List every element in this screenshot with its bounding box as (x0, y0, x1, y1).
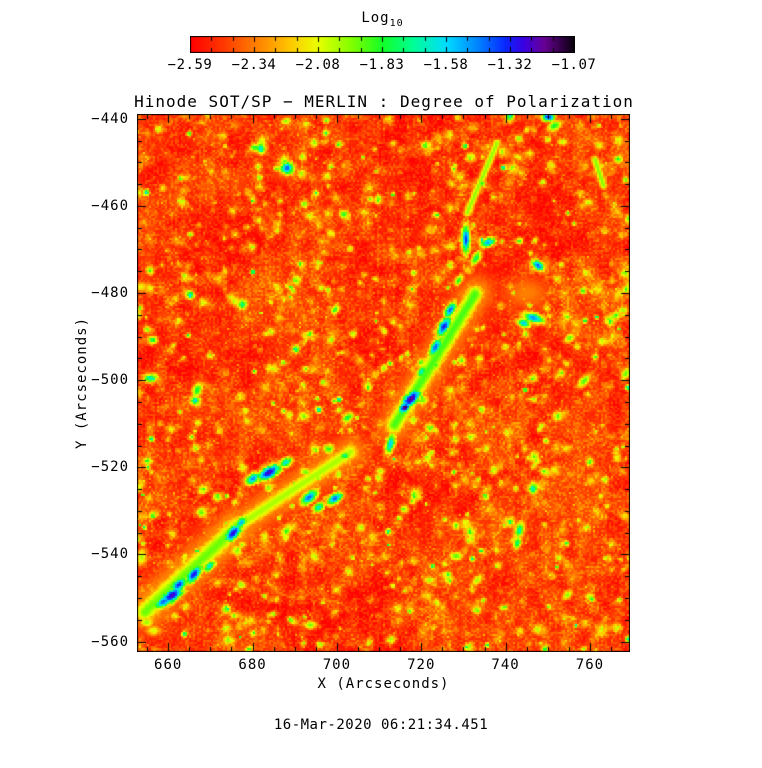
colorbar-tick-label: −1.07 (551, 57, 597, 73)
colorbar-title: Log10 (190, 10, 575, 29)
colorbar-tick-label: −2.34 (231, 57, 277, 73)
colorbar-tick-label: −2.08 (295, 57, 341, 73)
colorbar-tick-label: −1.58 (423, 57, 469, 73)
polarization-map (137, 114, 630, 652)
y-tick-label: −500 (91, 372, 129, 389)
x-axis-title: X (Arcseconds) (317, 676, 450, 692)
colorbar-title-subscript: 10 (389, 17, 404, 29)
y-tick-label: −480 (91, 285, 129, 302)
colorbar-tick-label: −2.59 (167, 57, 213, 73)
x-tick-label: 680 (238, 657, 267, 673)
x-tick-label: 720 (407, 657, 436, 673)
y-tick-label: −540 (91, 546, 129, 563)
colorbar-tick-label: −1.83 (359, 57, 405, 73)
y-axis-title: Y (Arcseconds) (74, 316, 90, 450)
colorbar-tick-label: −1.32 (487, 57, 533, 73)
colorbar-title-text: Log (361, 10, 390, 26)
x-tick-label: 700 (322, 657, 352, 673)
y-tick-label: −460 (91, 197, 129, 214)
x-tick-label: 740 (491, 657, 520, 673)
x-tick-label: 760 (575, 657, 605, 673)
timestamp: 16-Mar-2020 06:21:34.451 (273, 717, 489, 733)
y-tick-label: −560 (91, 633, 129, 650)
colorbar-gradient (190, 36, 575, 53)
plot-title: Hinode SOT/SP − MERLIN : Degree of Polar… (134, 92, 634, 111)
x-tick-label: 660 (154, 657, 183, 673)
y-tick-label: −520 (91, 459, 129, 476)
y-tick-label: −440 (91, 110, 129, 127)
